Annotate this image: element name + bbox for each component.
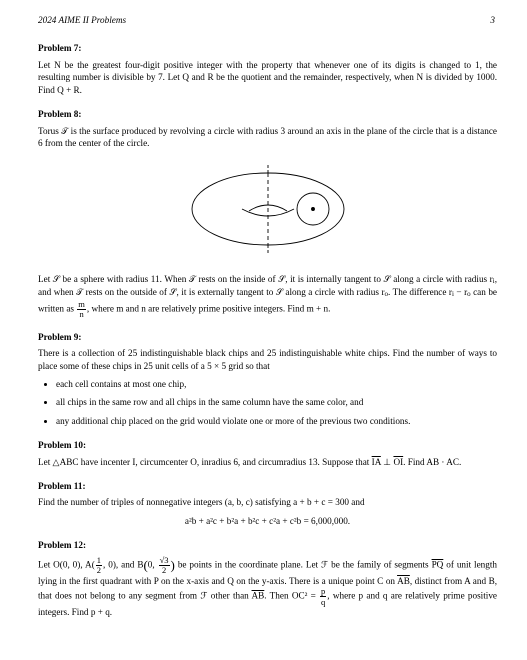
problem-8-title: Problem 8:: [38, 108, 497, 120]
problem-9-bullets: each cell contains at most one chip, all…: [38, 378, 497, 427]
segment-AB2: AB: [252, 591, 265, 601]
p12-text: , 0), and B: [103, 559, 143, 569]
problem-8-intro: Torus 𝒯 is the surface produced by revol…: [38, 125, 497, 150]
problem-7-title: Problem 7:: [38, 42, 497, 54]
p12-text: Let O(0, 0), A(: [38, 559, 95, 569]
segment-IA: IA: [372, 457, 381, 467]
problem-8-figure: [38, 159, 497, 262]
segment-PQ: PQ: [432, 559, 444, 569]
frac-den: n: [77, 310, 86, 319]
p12-text: 0,: [148, 559, 158, 569]
list-item: any additional chip placed on the grid w…: [56, 415, 497, 427]
problem-9-body: There is a collection of 25 indistinguis…: [38, 347, 497, 372]
p8-text: − r: [454, 287, 467, 297]
problem-10-body: Let △ABC have incenter I, circumcenter O…: [38, 456, 497, 468]
segment-OI: OI: [393, 457, 403, 467]
problem-8-body: Let 𝒮 be a sphere with radius 11. When 𝒯…: [38, 273, 497, 319]
page-header: 2024 AIME II Problems 3: [38, 14, 497, 26]
list-item: all chips in the same row and all chips …: [56, 396, 497, 408]
fraction-half: 12: [95, 556, 103, 575]
p8-text: Let 𝒮 be a sphere with radius 11. When 𝒯…: [38, 274, 493, 284]
problem-9-title: Problem 9:: [38, 331, 497, 343]
list-item: each cell contains at most one chip,: [56, 378, 497, 390]
p12-text: be points in the coordinate plane. Let ℱ…: [175, 559, 432, 569]
p10-text: Let △ABC have incenter I, circumcenter O…: [38, 457, 372, 467]
fraction-sqrt3-2: √32: [158, 556, 171, 575]
header-page-number: 3: [490, 14, 495, 26]
fraction-p-q: pq: [319, 587, 327, 606]
perp-symbol: ⊥: [381, 457, 394, 467]
problem-7-body: Let N be the greatest four-digit positiv…: [38, 59, 497, 96]
problem-12-title: Problem 12:: [38, 539, 497, 551]
p8-text: , where m and n are relatively prime pos…: [87, 303, 330, 313]
frac-num: p: [320, 587, 326, 597]
p10-text: . Find AB · AC.: [403, 457, 461, 467]
frac-num: √3: [159, 556, 170, 566]
p12-text: . Then OC² =: [264, 591, 319, 601]
frac-den: 2: [96, 566, 102, 575]
problem-11-equation: a²b + a²c + b²a + b²c + c²a + c²b = 6,00…: [38, 515, 497, 527]
frac-num: m: [77, 300, 86, 310]
fraction-m-n: mn: [76, 300, 87, 319]
torus-icon: [173, 159, 363, 259]
header-left: 2024 AIME II Problems: [38, 14, 126, 26]
p8-text: . The difference r: [388, 287, 452, 297]
problem-11-body: Find the number of triples of nonnegativ…: [38, 496, 497, 508]
frac-den: 2: [159, 566, 170, 575]
problem-12-body: Let O(0, 0), A(12, 0), and B(0, √32) be …: [38, 556, 497, 619]
segment-AB: AB: [397, 576, 410, 586]
frac-den: q: [320, 597, 326, 606]
problem-10-title: Problem 10:: [38, 439, 497, 451]
frac-num: 1: [96, 556, 102, 566]
problem-11-title: Problem 11:: [38, 480, 497, 492]
